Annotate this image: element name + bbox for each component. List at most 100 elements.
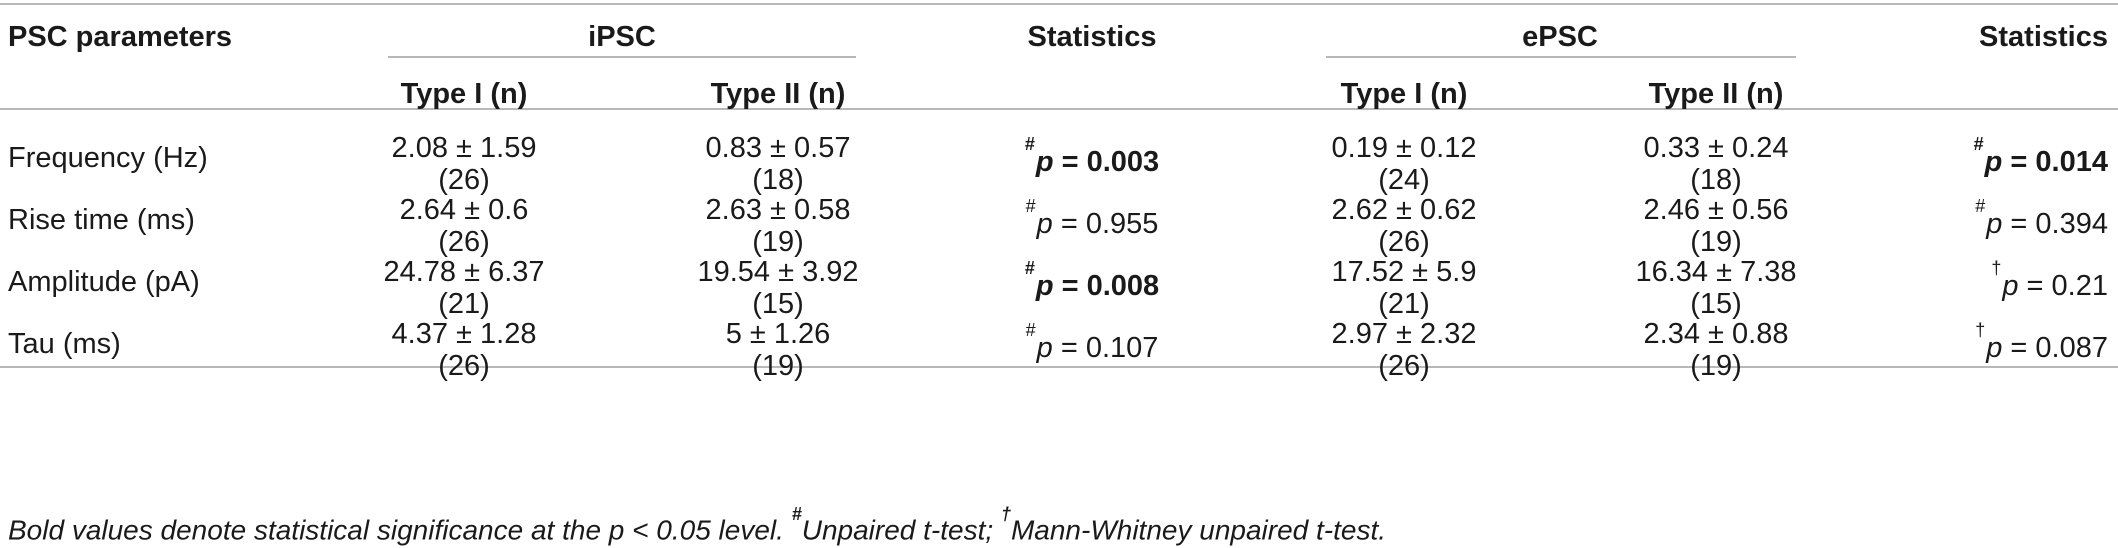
statistics-2-cell: #p = 0.394 — [1975, 195, 2108, 245]
p-symbol: p — [1986, 332, 2002, 364]
test-marker: # — [1975, 196, 1985, 216]
cell-n: (19) — [752, 350, 804, 382]
epsc-type2-cell: 0.33 ± 0.24 (18) — [1644, 132, 1789, 196]
cell-n: (26) — [1378, 226, 1430, 258]
p-symbol: p — [2002, 270, 2018, 302]
cell-value: 0.19 ± 0.12 — [1332, 132, 1477, 164]
cell-value: 2.64 ± 0.6 — [400, 194, 529, 226]
cell-n: (26) — [438, 164, 490, 196]
cell-n: (26) — [438, 226, 490, 258]
cell-n: (26) — [438, 350, 490, 382]
header-statistics-2: Statistics — [1979, 16, 2108, 58]
cell-value: 2.63 ± 0.58 — [706, 194, 851, 226]
cell-value: 16.34 ± 7.38 — [1635, 256, 1796, 288]
cell-n: (21) — [1378, 288, 1430, 320]
p-value: = 0.008 — [1054, 270, 1160, 302]
cell-value: 19.54 ± 3.92 — [697, 256, 858, 288]
footnote-p: p — [609, 514, 625, 545]
cell-value: 2.08 ± 1.59 — [392, 132, 537, 164]
ipsc-type2-cell: 2.63 ± 0.58 (19) — [706, 194, 851, 258]
cell-value: 5 ± 1.26 — [726, 318, 831, 350]
cell-value: 0.83 ± 0.57 — [706, 132, 851, 164]
cell-value: 0.33 ± 0.24 — [1644, 132, 1789, 164]
cell-value: 24.78 ± 6.37 — [383, 256, 544, 288]
epsc-type1-cell: 2.97 ± 2.32 (26) — [1332, 318, 1477, 382]
footnote-marker-hash: # — [792, 504, 802, 524]
statistics-1-cell: #p = 0.107 — [1026, 319, 1159, 369]
ipsc-type1-cell: 2.64 ± 0.6 (26) — [400, 194, 529, 258]
cell-n: (19) — [752, 226, 804, 258]
statistics-2-cell: †p = 0.087 — [1975, 319, 2108, 369]
cell-value: 4.37 ± 1.28 — [392, 318, 537, 350]
statistics-1-cell: #p = 0.003 — [1025, 133, 1159, 183]
ipsc-type2-cell: 19.54 ± 3.92 (15) — [697, 256, 858, 320]
p-value: = 0.014 — [2002, 146, 2108, 178]
p-value: = 0.394 — [2002, 208, 2108, 240]
p-value: = 0.003 — [1054, 146, 1160, 178]
footnote-text: Bold values denote statistical significa… — [8, 514, 609, 545]
row-param: Amplitude (pA) — [8, 261, 200, 303]
test-marker: # — [1974, 134, 1984, 154]
cell-n: (19) — [1690, 350, 1742, 382]
test-marker: # — [1025, 258, 1035, 278]
epsc-type1-cell: 17.52 ± 5.9 (21) — [1332, 256, 1477, 320]
statistics-2-cell: #p = 0.014 — [1974, 133, 2108, 183]
cell-n: (15) — [752, 288, 804, 320]
p-value: = 0.21 — [2019, 270, 2109, 302]
ipsc-type2-cell: 0.83 ± 0.57 (18) — [706, 132, 851, 196]
row-param: Rise time (ms) — [8, 199, 195, 241]
test-marker: # — [1026, 320, 1036, 340]
cell-value: 2.62 ± 0.62 — [1332, 194, 1477, 226]
header-epsc: ePSC — [1522, 16, 1598, 58]
test-marker: # — [1025, 134, 1035, 154]
p-symbol: p — [1036, 146, 1054, 178]
cell-n: (18) — [1690, 164, 1742, 196]
epsc-type1-cell: 2.62 ± 0.62 (26) — [1332, 194, 1477, 258]
cell-n: (15) — [1690, 288, 1742, 320]
header-ipsc-type2: Type II (n) — [711, 73, 846, 115]
footnote-marker-dagger: † — [1001, 504, 1011, 524]
ipsc-type2-cell: 5 ± 1.26 (19) — [726, 318, 831, 382]
p-value: = 0.107 — [1053, 332, 1159, 364]
row-param: Frequency (Hz) — [8, 137, 208, 179]
test-marker: # — [1026, 196, 1036, 216]
header-epsc-type2: Type II (n) — [1649, 73, 1784, 115]
table-footnote: Bold values denote statistical significa… — [8, 506, 1386, 547]
footnote-text: Mann-Whitney unpaired t-test. — [1011, 514, 1386, 545]
test-marker: † — [1975, 320, 1985, 340]
ipsc-type1-cell: 4.37 ± 1.28 (26) — [392, 318, 537, 382]
cell-value: 2.46 ± 0.56 — [1644, 194, 1789, 226]
epsc-type2-cell: 2.34 ± 0.88 (19) — [1644, 318, 1789, 382]
header-ipsc-type1: Type I (n) — [401, 73, 528, 115]
statistics-1-cell: #p = 0.008 — [1025, 257, 1159, 307]
cell-n: (18) — [752, 164, 804, 196]
p-symbol: p — [1985, 146, 2003, 178]
row-param: Tau (ms) — [8, 323, 121, 365]
test-marker: † — [1991, 258, 2001, 278]
cell-value: 2.34 ± 0.88 — [1644, 318, 1789, 350]
p-symbol: p — [1037, 332, 1053, 364]
header-ipsc: iPSC — [588, 16, 656, 58]
cell-n: (26) — [1378, 350, 1430, 382]
statistics-1-cell: #p = 0.955 — [1026, 195, 1159, 245]
ipsc-type1-cell: 2.08 ± 1.59 (26) — [392, 132, 537, 196]
header-psc-parameters: PSC parameters — [8, 16, 232, 58]
ipsc-type1-cell: 24.78 ± 6.37 (21) — [383, 256, 544, 320]
cell-value: 17.52 ± 5.9 — [1332, 256, 1477, 288]
epsc-type2-cell: 2.46 ± 0.56 (19) — [1644, 194, 1789, 258]
epsc-type1-cell: 0.19 ± 0.12 (24) — [1332, 132, 1477, 196]
cell-value: 2.97 ± 2.32 — [1332, 318, 1477, 350]
footnote-text: < 0.05 level. — [624, 514, 791, 545]
epsc-type2-cell: 16.34 ± 7.38 (15) — [1635, 256, 1796, 320]
cell-n: (21) — [438, 288, 490, 320]
cell-n: (24) — [1378, 164, 1430, 196]
p-value: = 0.955 — [1053, 208, 1159, 240]
p-value: = 0.087 — [2002, 332, 2108, 364]
header-epsc-type1: Type I (n) — [1341, 73, 1468, 115]
p-symbol: p — [1986, 208, 2002, 240]
header-bottom-rule — [0, 108, 2118, 110]
footnote-text: Unpaired t-test; — [802, 514, 1001, 545]
statistics-2-cell: †p = 0.21 — [1991, 257, 2108, 307]
header-statistics-1: Statistics — [1028, 16, 1157, 58]
